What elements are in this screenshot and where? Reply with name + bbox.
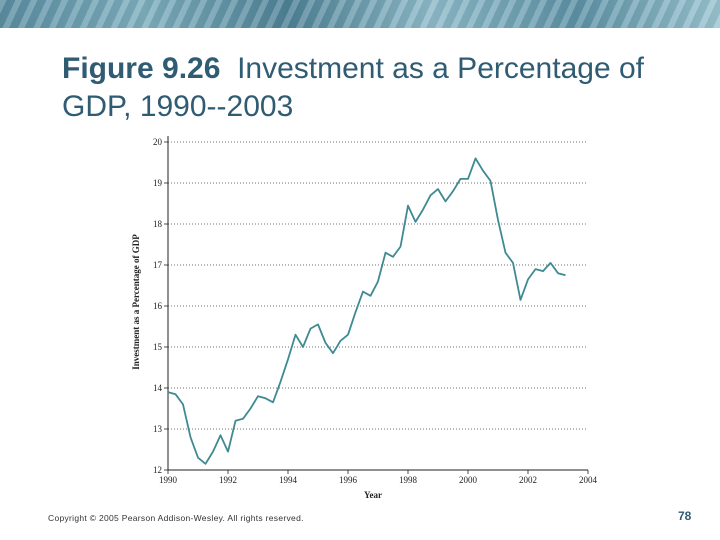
x-tick-label: 1994 xyxy=(279,475,298,485)
figure-caption: Investment as a Percentage of GDP, 1990-… xyxy=(62,52,644,123)
x-tick-label: 1990 xyxy=(159,475,178,485)
y-tick-label: 13 xyxy=(153,424,163,434)
series-line xyxy=(167,157,566,465)
y-tick-label: 20 xyxy=(153,137,163,147)
y-tick-label: 16 xyxy=(153,301,163,311)
x-axis-label: Year xyxy=(364,490,382,500)
x-tick-label: 2000 xyxy=(459,475,478,485)
y-tick-label: 19 xyxy=(153,178,163,188)
line-chart: Investment as a Percentage of GDP Year 1… xyxy=(131,136,598,500)
page-number: 78 xyxy=(678,509,692,523)
x-tick-label: 2004 xyxy=(579,475,598,485)
x-tick-label: 1998 xyxy=(399,475,418,485)
x-tick-label: 2002 xyxy=(519,475,537,485)
y-tick-label: 12 xyxy=(153,465,162,475)
slide-title: Figure 9.26 Investment as a Percentage o… xyxy=(62,50,682,126)
copyright-footer: Copyright © 2005 Pearson Addison-Wesley.… xyxy=(48,513,304,523)
header-banner xyxy=(0,0,720,28)
y-tick-label: 14 xyxy=(153,383,163,393)
y-axis-label: Investment as a Percentage of GDP xyxy=(131,234,141,370)
figure-number: Figure 9.26 xyxy=(62,52,221,85)
x-tick-label: 1996 xyxy=(339,475,358,485)
y-tick-label: 17 xyxy=(153,260,163,270)
y-tick-label: 15 xyxy=(153,342,163,352)
x-tick-label: 1992 xyxy=(219,475,237,485)
y-tick-label: 18 xyxy=(153,219,163,229)
